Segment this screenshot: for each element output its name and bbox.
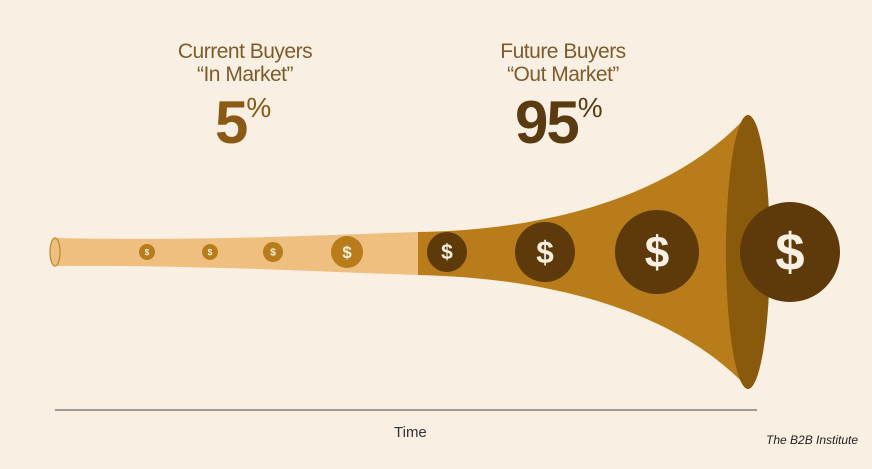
future-buyers-percent: 95% xyxy=(515,88,603,157)
coin-circle xyxy=(263,242,283,262)
dollar-coin-icon: $ xyxy=(427,232,467,272)
coin-circle xyxy=(202,244,218,260)
dollar-sign: $ xyxy=(342,243,352,262)
coin-circle xyxy=(740,202,840,302)
coin-circle xyxy=(515,222,575,282)
future-buyers-title: Future Buyers xyxy=(500,40,626,63)
percent-value: 5 xyxy=(215,89,248,156)
coin-circle xyxy=(427,232,467,272)
future-buyers-heading: Future Buyers “Out Market” xyxy=(478,40,648,86)
tube-in-market xyxy=(55,232,418,275)
coin-circle xyxy=(331,236,363,268)
current-buyers-heading: Current Buyers “In Market” xyxy=(160,40,330,86)
current-buyers-title: Current Buyers xyxy=(177,40,313,63)
dollar-sign: $ xyxy=(645,228,670,277)
dollar-coin-icon: $ xyxy=(615,210,699,294)
brand-credit: The B2B Institute xyxy=(766,433,859,447)
dollar-coin-icon: $ xyxy=(331,236,363,268)
tube-out-market xyxy=(418,115,748,388)
dollar-sign: $ xyxy=(775,223,804,282)
dollar-coin-icon: $ xyxy=(139,244,155,260)
dollar-coin-icon: $ xyxy=(515,222,575,282)
dollar-coin-icon: $ xyxy=(202,244,218,260)
dollar-sign: $ xyxy=(145,247,150,257)
coin-circle xyxy=(139,244,155,260)
tube-mouthpiece xyxy=(49,237,61,267)
coin-circle xyxy=(615,210,699,294)
dollar-sign: $ xyxy=(270,247,276,259)
dollar-sign: $ xyxy=(208,247,213,257)
dollar-sign: $ xyxy=(441,241,453,264)
dollar-coin-icon: $ xyxy=(740,202,840,302)
percent-sign: % xyxy=(577,92,603,123)
percent-value: 95 xyxy=(515,89,580,156)
percent-sign: % xyxy=(246,92,271,123)
current-buyers-percent: 5% xyxy=(215,88,271,157)
dollar-coin-icon: $ xyxy=(263,242,283,262)
time-axis-label: Time xyxy=(394,424,427,441)
current-buyers-subtitle: “In Market” xyxy=(196,63,294,86)
future-buyers-subtitle: “Out Market” xyxy=(507,63,619,86)
dollar-sign: $ xyxy=(536,234,554,270)
